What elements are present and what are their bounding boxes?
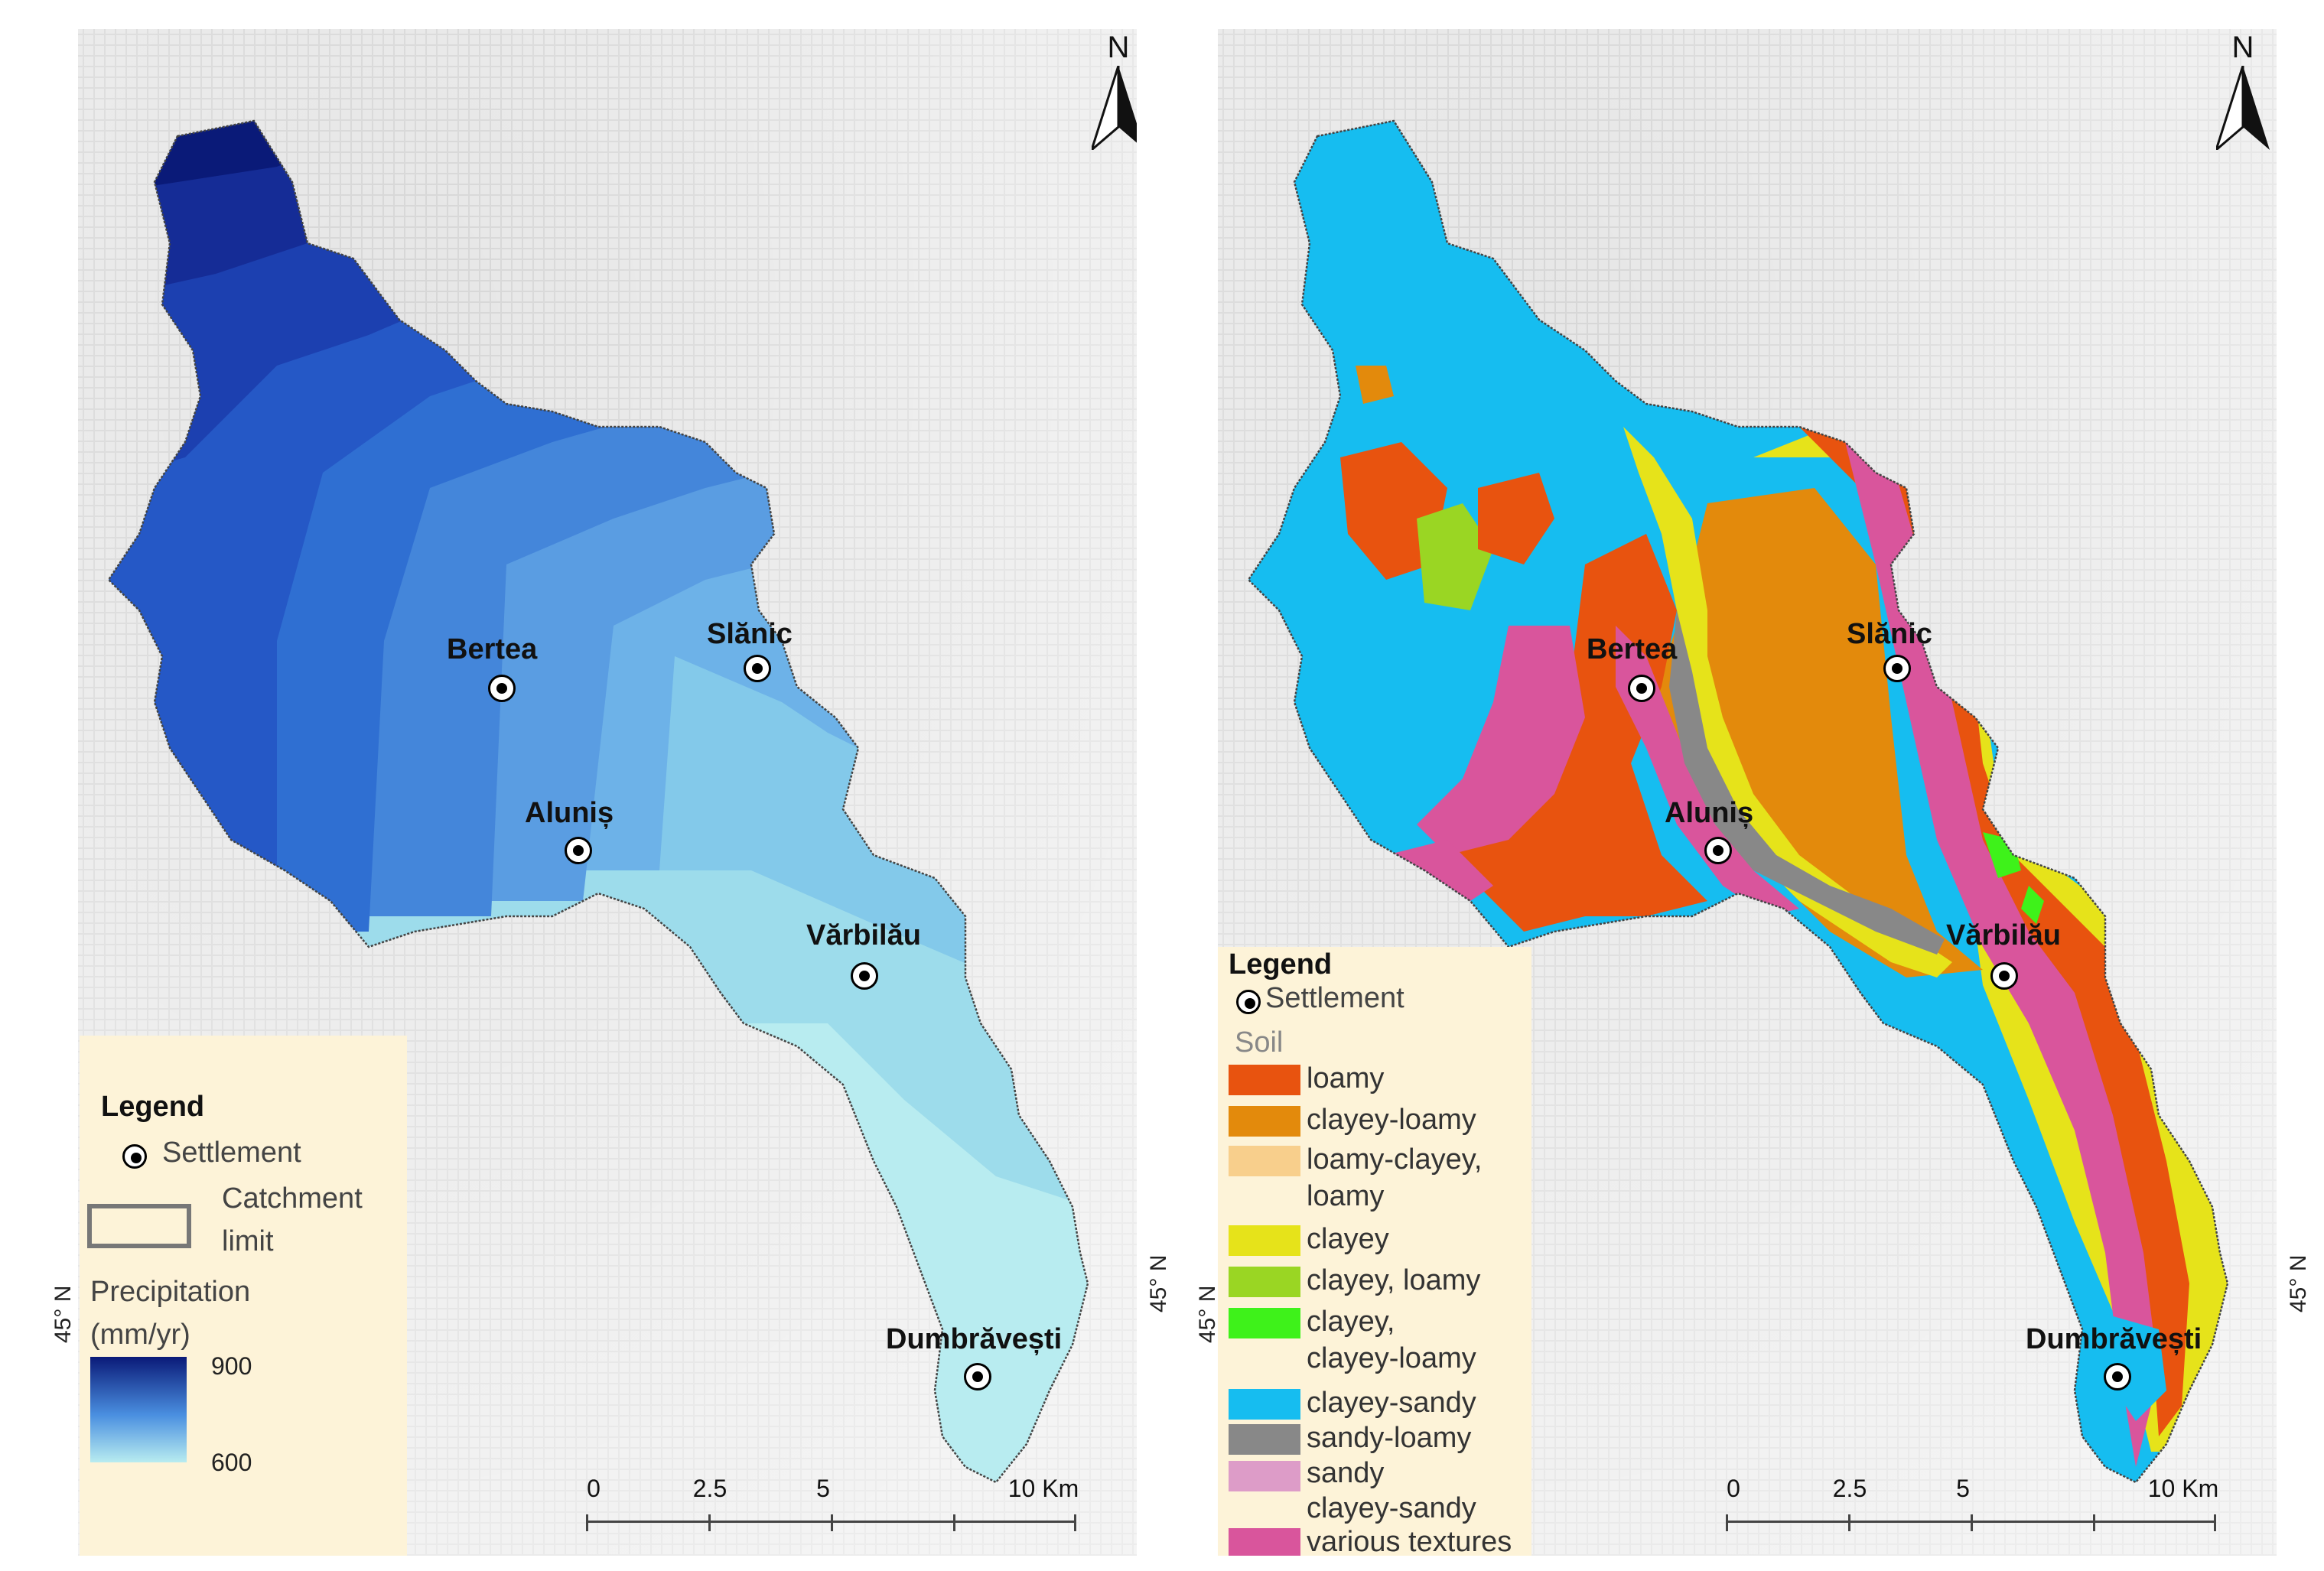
precipitation-map-panel: N Bertea Slănic Aluniș Vărbilău Dumbrăve… [78, 29, 1137, 1556]
settlement-marker-varbilau [851, 962, 878, 990]
soil-label-sandy-loamy: sandy-loamy [1307, 1422, 1472, 1454]
legend-soil-heading: Soil [1235, 1026, 1284, 1059]
legend-title: Legend [1229, 948, 1333, 981]
legend-catchment-swatch [87, 1204, 191, 1248]
scale-bar: 0 2.5 5 10 Km [1718, 1475, 2218, 1556]
soil-label-sandy-clayey-sandy-1: sandy [1307, 1457, 1385, 1489]
north-arrow: N [1088, 29, 1137, 159]
settlement-marker-dumbravesti [2104, 1363, 2131, 1390]
right-map-latitude-label-east: 45° N [2286, 1254, 2311, 1312]
soil-label-clayey-comma-loamy: clayey, loamy [1307, 1264, 1481, 1296]
legend-settlement-label: Settlement [1265, 982, 1404, 1014]
soil-label-loamy-clayey-1: loamy-clayey, [1307, 1143, 1483, 1176]
scale-bar: 0 2.5 5 10 Km [578, 1475, 1079, 1556]
legend-precip-label-1: Precipitation [90, 1276, 251, 1308]
soil-swatch-loamy [1229, 1065, 1300, 1095]
soil-swatch-clayey-clayey-loamy [1229, 1308, 1300, 1338]
settlement-marker-slanic [744, 655, 771, 682]
settlement-marker-alunis [565, 837, 592, 864]
precipitation-color-ramp [90, 1357, 187, 1462]
legend-precip-label-2: (mm/yr) [90, 1319, 190, 1351]
ramp-max-label: 900 [211, 1352, 252, 1380]
soil-swatch-sandy-clayey-sandy [1229, 1461, 1300, 1491]
soil-swatch-sandy-loamy [1229, 1424, 1300, 1455]
north-arrow: N [2212, 29, 2274, 159]
soil-swatch-clayey-loamy [1229, 1106, 1300, 1137]
north-arrow-icon [1089, 65, 1137, 154]
label-alunis: Aluniș [525, 797, 614, 829]
soil-label-loamy-clayey-2: loamy [1307, 1180, 1385, 1212]
north-letter: N [2231, 31, 2254, 64]
scale-label-0: 0 [587, 1475, 601, 1502]
soil-label-clayey-sandy: clayey-sandy [1307, 1387, 1476, 1419]
north-arrow-icon [2213, 65, 2270, 154]
legend-settlement-label: Settlement [162, 1137, 301, 1169]
soil-label-sandy-clayey-sandy-2: clayey-sandy [1307, 1492, 1476, 1524]
right-map-latitude-label-west: 45° N [1195, 1285, 1220, 1343]
settlement-marker-alunis [1704, 837, 1732, 864]
soil-swatch-clayey-sandy [1229, 1389, 1300, 1420]
soil-swatch-clayey-comma-loamy [1229, 1267, 1300, 1297]
label-varbilau: Vărbilău [806, 919, 921, 951]
settlement-marker-bertea [1628, 675, 1655, 702]
soil-swatch-various-textures [1229, 1528, 1300, 1556]
soil-label-clayey-clayey-loamy-2: clayey-loamy [1307, 1342, 1476, 1374]
scale-label-2-5: 2.5 [1832, 1475, 1867, 1502]
label-dumbravesti: Dumbrăvești [2026, 1323, 2202, 1355]
label-alunis: Aluniș [1665, 797, 1754, 829]
settlement-marker-dumbravesti [964, 1363, 991, 1390]
soil-label-various-textures: various textures [1307, 1526, 1512, 1556]
label-varbilau: Vărbilău [1946, 919, 2061, 951]
soil-label-clayey: clayey [1307, 1223, 1389, 1255]
scale-label-10km: 10 Km [2147, 1475, 2219, 1502]
left-map-latitude-label-east: 45° N [1146, 1254, 1171, 1312]
settlement-marker-varbilau [1990, 962, 2018, 990]
scale-label-5: 5 [1956, 1475, 1970, 1502]
scale-label-5: 5 [816, 1475, 830, 1502]
soil-map [1218, 29, 2277, 1556]
settlement-marker-slanic [1883, 655, 1911, 682]
soil-label-clayey-loamy: clayey-loamy [1307, 1104, 1476, 1136]
label-bertea: Bertea [447, 633, 538, 665]
precipitation-legend: Legend Settlement Catchment limit Precip… [80, 1036, 407, 1556]
scale-label-10km: 10 Km [1007, 1475, 1079, 1502]
soil-swatch-loamy-clayey-loamy [1229, 1146, 1300, 1176]
label-slanic: Slănic [707, 618, 793, 650]
scale-label-0: 0 [1727, 1475, 1740, 1502]
ramp-min-label: 600 [211, 1449, 252, 1476]
scale-label-2-5: 2.5 [692, 1475, 727, 1502]
legend-title: Legend [101, 1091, 205, 1123]
soil-label-clayey-clayey-loamy-1: clayey, [1307, 1306, 1395, 1338]
legend-catchment-label-1: Catchment [222, 1182, 363, 1215]
soil-swatch-clayey [1229, 1225, 1300, 1256]
label-slanic: Slănic [1847, 618, 1932, 650]
label-bertea: Bertea [1587, 633, 1678, 665]
legend-settlement-icon [122, 1144, 147, 1169]
legend-catchment-label-2: limit [222, 1225, 274, 1257]
soil-map-panel: N Bertea Slănic Aluniș Vărbilău Dumbrăve… [1218, 29, 2277, 1556]
settlement-marker-bertea [488, 675, 516, 702]
soil-legend: Legend Settlement Soil loamy clayey-loam… [1218, 947, 1531, 1556]
label-dumbravesti: Dumbrăvești [886, 1323, 1063, 1355]
soil-label-loamy: loamy [1307, 1062, 1385, 1094]
north-letter: N [1107, 31, 1130, 64]
legend-settlement-icon [1236, 990, 1261, 1014]
left-map-latitude-label-west: 45° N [50, 1285, 76, 1343]
